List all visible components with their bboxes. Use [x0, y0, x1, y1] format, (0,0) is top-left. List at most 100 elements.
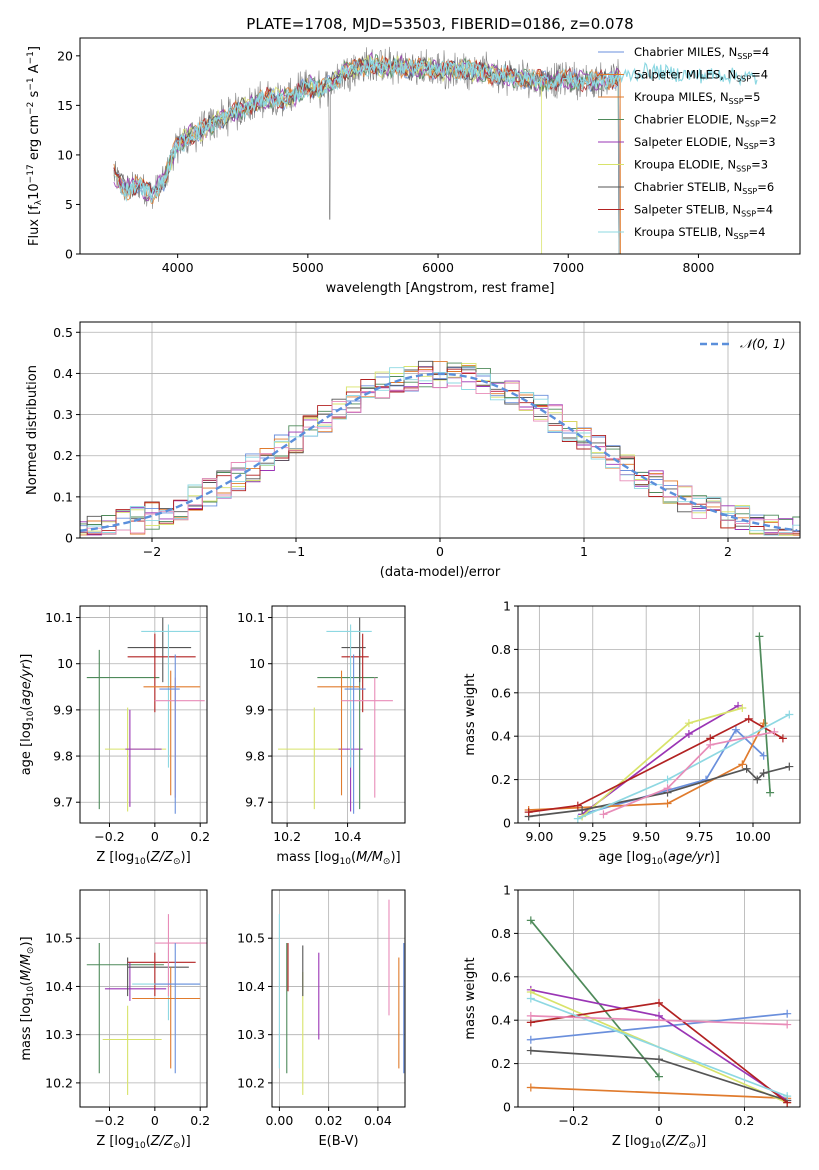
age_vs_mass-panel: 10.2 10.4 9.7 9.8 9.9 10 10.1 mass [log10(M/M⊙)…	[237, 605, 406, 867]
weight-series-line	[530, 1086, 788, 1100]
spectrum-ytick-label: 10	[57, 147, 73, 162]
weight_vs_age-ytick-label: 0.4	[491, 729, 511, 744]
legend-label: Salpeter ELODIE, NSSP=3	[634, 135, 776, 151]
spectrum-frame	[79, 37, 801, 255]
weight_vs_age-xtick-label: 9.75	[686, 829, 714, 844]
residuals-xtick-label: −1	[287, 544, 305, 559]
residuals-xtick-label: 2	[724, 544, 732, 559]
weight-point-marker	[573, 801, 582, 810]
weight-point-marker	[526, 1083, 535, 1092]
spectrum-model-line	[113, 51, 620, 254]
residuals-xtick-label: −2	[143, 544, 161, 559]
age_vs_Z-xtick-label: 0.2	[190, 829, 210, 844]
spectrum-xtick-label: 8000	[683, 260, 715, 275]
mass_vs_Z-xtick-label: 0	[151, 1113, 159, 1128]
spectrum-xlabel: wavelength [Angstrom, rest frame]	[326, 281, 555, 296]
mass_vs_ebv-xlabel: E(B-V)	[318, 1134, 358, 1149]
legend-label: Chabrier STELIB, NSSP=6	[634, 180, 774, 196]
weight_vs_age-plot-area	[524, 632, 794, 823]
mass_vs_Z-ytick-label: 10.3	[45, 1027, 73, 1042]
weight_vs_Z-panel: −0.2 0 0.2 0 0.2 0.4 0.6 0.8 1 Z [log10(Z/Z⊙)] mas…	[463, 883, 801, 1151]
age_vs_Z-ylabel: age [log10(age/yr)]	[19, 654, 36, 776]
spectrum-xtick-label: 6000	[422, 260, 454, 275]
errorbar-point	[154, 914, 207, 997]
age_vs_Z-ytick-label: 10	[57, 656, 73, 671]
weight-point-marker	[706, 740, 715, 749]
weight-point-marker	[655, 998, 663, 1007]
age_vs_mass-ytick-label: 10.1	[237, 610, 265, 625]
residuals-panel: −2 −1 0 1 2 0 0.1 0.2 0.3 0.4 0.5 𝒩(0, 1) (data-mode…	[25, 321, 801, 580]
spectrum-xtick-label: 7000	[552, 260, 584, 275]
errorbar-point	[341, 617, 366, 683]
weight-point-marker	[753, 775, 762, 784]
spectrum-plot-area	[113, 46, 758, 254]
mass_vs_ebv-ytick-label: 10.4	[237, 979, 265, 994]
residuals-ytick-label: 0.5	[53, 325, 73, 340]
errorbar-point	[102, 1005, 162, 1095]
weight_vs_age-xtick-label: 9.25	[579, 829, 607, 844]
residuals-ytick-label: 0.1	[53, 489, 73, 504]
weight-point-marker	[684, 719, 693, 728]
spectrum-ylabel: Flux [fλ10−17 erg cm−2 s−1 A−1]	[26, 46, 44, 246]
weight-point-marker	[655, 1055, 663, 1064]
errorbar-point	[125, 709, 162, 807]
weight_vs_Z-ytick-label: 0.6	[491, 969, 511, 984]
weight_vs_age-ytick-label: 1	[503, 599, 511, 614]
spectrum-ytick-label: 5	[65, 197, 73, 212]
spectrum-model-line	[113, 57, 620, 254]
weight_vs_Z-xlabel: Z [log10(Z/Z⊙)]	[612, 1134, 706, 1151]
residuals-ylabel: Normed distribution	[25, 365, 40, 495]
weight_vs_age-ytick-label: 0.2	[491, 772, 511, 787]
weight_vs_age-xtick-label: 9.00	[525, 829, 553, 844]
residuals-ytick-label: 0.4	[53, 366, 73, 381]
weight_vs_Z-ytick-label: 0.4	[491, 1013, 511, 1028]
mass_vs_ebv-xtick-label: 0.04	[364, 1113, 392, 1128]
weight-point-marker	[778, 734, 787, 743]
age_vs_Z-ytick-label: 9.9	[53, 702, 73, 717]
weight-point-marker	[731, 725, 740, 734]
mass_vs_Z-ylabel: mass [log10(M/M⊙)]	[19, 936, 36, 1060]
weight-point-marker	[573, 814, 582, 823]
mass_vs_ebv-xtick-label: 0.00	[265, 1113, 293, 1128]
weight_vs_Z-plot-area	[526, 916, 792, 1107]
weight-point-marker	[599, 810, 608, 819]
age_vs_mass-ytick-label: 9.9	[245, 702, 265, 717]
weight-point-marker	[742, 764, 751, 773]
spectrum-ytick-label: 0	[65, 247, 73, 262]
errorbar-point	[154, 943, 201, 1074]
weight-point-marker	[526, 1011, 535, 1020]
figure-title: PLATE=1708, MJD=53503, FIBERID=0186, z=0…	[246, 15, 633, 33]
weight_vs_age-ytick-label: 0.6	[491, 685, 511, 700]
weight-point-marker	[755, 632, 764, 641]
weight-point-marker	[738, 703, 747, 712]
mass_vs_ebv-ytick-label: 10.3	[237, 1027, 265, 1042]
weight_vs_age-xtick-label: 9.50	[632, 829, 660, 844]
legend-label: Kroupa MILES, NSSP=5	[634, 90, 760, 106]
weight-point-marker	[759, 719, 768, 728]
spectrum-model-line	[163, 55, 543, 254]
legend-label: Chabrier MILES, NSSP=4	[634, 45, 769, 61]
residuals-ytick-label: 0.2	[53, 448, 73, 463]
weight_vs_Z-xtick-label: −0.2	[558, 1113, 588, 1128]
age_vs_mass-ytick-label: 10	[249, 656, 265, 671]
weight-series-line	[581, 705, 739, 815]
weight-series-line	[603, 731, 775, 816]
age_vs_Z-ytick-label: 9.7	[53, 795, 73, 810]
weight-point-marker	[759, 751, 768, 760]
weight_vs_Z-ylabel: mass weight	[463, 957, 478, 1039]
mass_vs_ebv-plot-area	[278, 899, 405, 1095]
spectrum-kroupa-stelib-line	[119, 56, 758, 199]
mass_vs_ebv-ytick-label: 10.2	[237, 1075, 265, 1090]
age_vs_mass-plot-area	[278, 617, 393, 814]
legend-label: 𝒩(0, 1)	[740, 336, 786, 351]
age_vs_mass-xtick-label: 10.4	[334, 829, 362, 844]
mass_vs_Z-panel: −0.2 0 0.2 10.2 10.3 10.4 10.5 Z [log10(Z/Z⊙)] m…	[19, 889, 210, 1151]
mass_vs_Z-ytick-label: 10.5	[45, 931, 73, 946]
weight-point-marker	[526, 994, 535, 1003]
errorbar-point	[132, 967, 201, 1069]
mass_vs_Z-xtick-label: −0.2	[94, 1113, 124, 1128]
weight_vs_Z-xtick-label: 0	[655, 1113, 663, 1128]
mass_vs_Z-xlabel: Z [log10(Z/Z⊙)]	[96, 1134, 190, 1151]
mass_vs_Z-frame	[79, 889, 208, 1108]
weight-point-marker	[785, 762, 794, 771]
